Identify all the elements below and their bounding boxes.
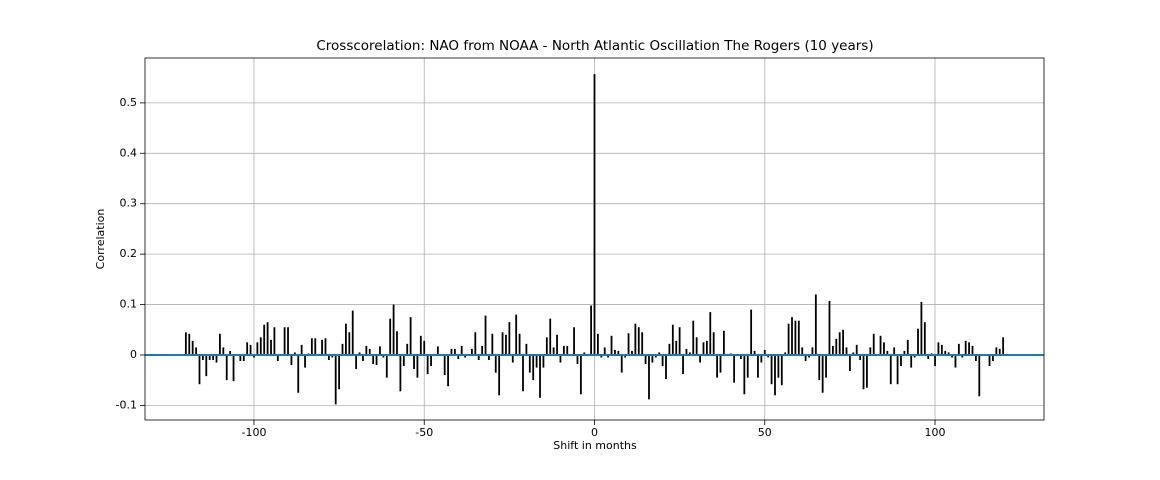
y-tick-label: 0.3 <box>120 197 138 210</box>
y-axis-label: Correlation <box>94 209 107 270</box>
y-tick-label: 0.4 <box>120 146 138 159</box>
y-tick-label: 0.2 <box>120 247 138 260</box>
y-tick-label: 0 <box>130 348 137 361</box>
x-tick-label: 50 <box>758 426 772 439</box>
x-tick-label: 0 <box>591 426 598 439</box>
x-tick-label: -50 <box>415 426 433 439</box>
chart-title: Crosscorelation: NAO from NOAA - North A… <box>316 38 873 54</box>
y-tick-label: 0.5 <box>120 96 138 109</box>
x-axis-label: Shift in months <box>553 439 637 452</box>
y-tick-label: 0.1 <box>120 298 138 311</box>
x-tick-label: 100 <box>925 426 946 439</box>
y-tick-label: -0.1 <box>116 398 137 411</box>
x-tick-label: -100 <box>241 426 266 439</box>
plot-frame <box>144 57 1045 421</box>
